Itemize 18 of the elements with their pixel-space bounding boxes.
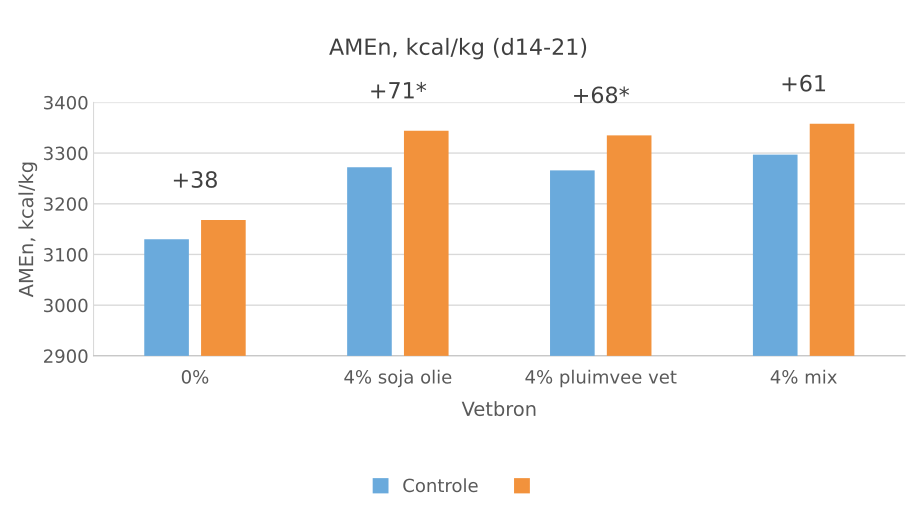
text: +61 [782,74,826,92]
x-tick-label: 4% soja olie [344,370,452,388]
text: +71* [371,82,426,98]
legend-label: Controle [403,478,478,492]
y-tick-label: 3300 [44,146,88,160]
y-tick-label: 3100 [44,248,88,262]
y-tick-label: 3200 [44,197,88,211]
annotation: +68* [574,86,630,104]
y-tick-label: 3000 [44,298,88,312]
x-tick-label: 4% pluimvee vet [525,370,677,388]
x-tick-label: 4% mix [770,370,837,384]
x-axis-title: Vetbron [462,401,536,416]
y-tick-label: 3400 [44,96,88,110]
y-tick-label: 2900 [44,349,88,363]
x-tick-label: 0% [182,370,208,384]
annotation: +38 [174,171,217,188]
y-axis-title: AMEn, kcal/kg [18,162,38,298]
chart-title: AMEn, kcal/kg (d14-21) [329,38,586,60]
